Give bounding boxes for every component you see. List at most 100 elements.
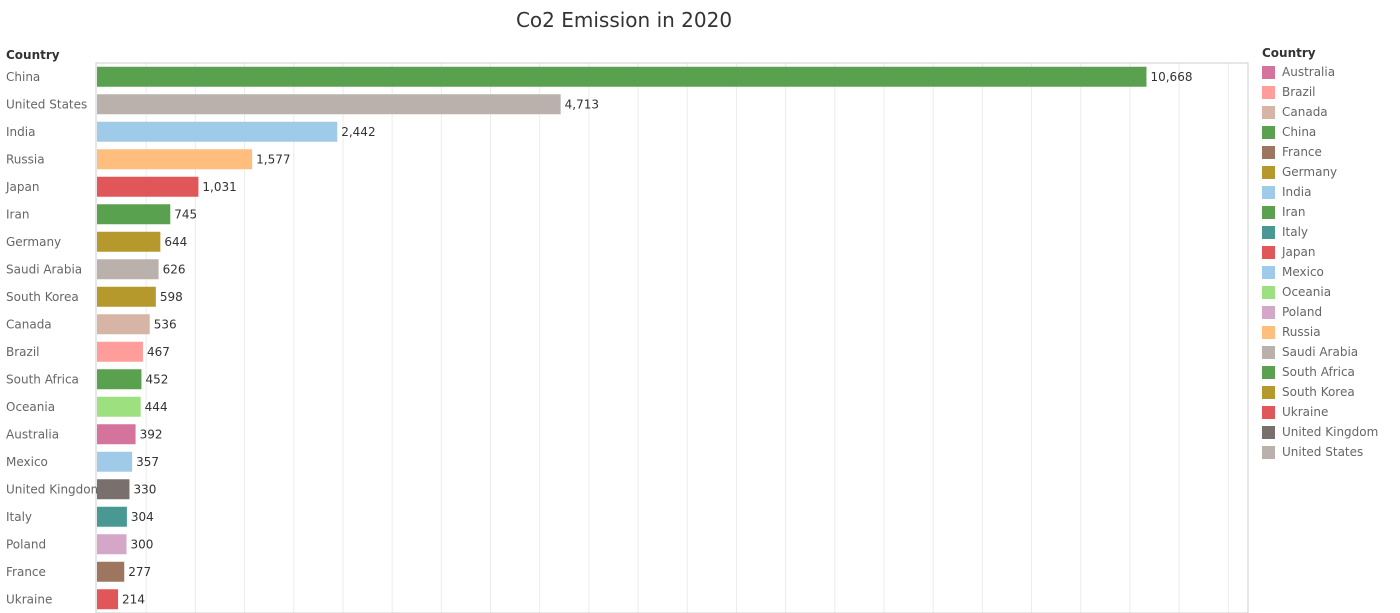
legend-item[interactable]: Oceania	[1262, 282, 1397, 302]
bar[interactable]	[97, 341, 143, 362]
legend-label: Canada	[1282, 105, 1328, 119]
value-label: 1,577	[256, 152, 290, 166]
legend-item[interactable]: Japan	[1262, 242, 1397, 262]
category-label: Germany	[6, 235, 61, 249]
value-label: 444	[145, 400, 168, 414]
bar[interactable]	[97, 589, 119, 610]
legend-label: France	[1282, 145, 1322, 159]
bar[interactable]	[97, 121, 338, 142]
value-label: 598	[160, 290, 183, 304]
category-label: India	[6, 125, 35, 139]
legend-item[interactable]: Germany	[1262, 162, 1397, 182]
bar[interactable]	[97, 396, 141, 417]
chart-title: Co2 Emission in 2020	[515, 8, 733, 32]
bar[interactable]	[97, 561, 125, 582]
legend-swatch	[1262, 225, 1275, 239]
legend-label: Italy	[1282, 225, 1309, 239]
value-label: 277	[128, 565, 151, 579]
legend-item[interactable]: India	[1262, 182, 1397, 202]
bar[interactable]	[97, 451, 133, 472]
legend-item[interactable]: Brazil	[1262, 82, 1397, 102]
legend-swatch	[1262, 325, 1275, 339]
legend-item[interactable]: Ukraine	[1262, 402, 1397, 422]
bar-chart: Country China 10,668 United States 4,713 Ind…	[5, 48, 1249, 613]
category-label: Japan	[5, 180, 39, 194]
bar[interactable]	[97, 479, 130, 500]
legend-item[interactable]: Russia	[1262, 322, 1397, 342]
value-label: 745	[174, 207, 197, 221]
bar[interactable]	[97, 534, 127, 555]
legend-label: India	[1282, 185, 1312, 199]
legend-label: United States	[1282, 445, 1364, 459]
bar[interactable]	[97, 286, 156, 307]
legend-swatch	[1262, 285, 1275, 299]
bar[interactable]	[97, 231, 161, 252]
category-label: South Korea	[6, 290, 79, 304]
category-label: Italy	[6, 510, 32, 524]
bar[interactable]	[97, 204, 171, 225]
legend-item[interactable]: France	[1262, 142, 1397, 162]
legend-label: China	[1282, 125, 1317, 139]
bar[interactable]	[97, 424, 136, 445]
category-label: France	[6, 565, 46, 579]
legend-swatch	[1262, 345, 1275, 359]
category-label: Iran	[6, 207, 29, 221]
legend-swatch	[1262, 185, 1275, 199]
value-label: 214	[122, 592, 145, 606]
legend-label: Germany	[1282, 165, 1338, 179]
legend-item[interactable]: Italy	[1262, 222, 1397, 242]
legend-item[interactable]: Saudi Arabia	[1262, 342, 1397, 362]
bar[interactable]	[97, 506, 127, 527]
legend-label: Mexico	[1282, 265, 1324, 279]
legend-item[interactable]: Mexico	[1262, 262, 1397, 282]
legend-item[interactable]: Australia	[1262, 62, 1397, 82]
legend-label: Saudi Arabia	[1282, 345, 1359, 359]
bar[interactable]	[97, 176, 199, 197]
legend-label: Ukraine	[1282, 405, 1329, 419]
value-label: 4,713	[565, 97, 599, 111]
legend-swatch	[1262, 85, 1275, 99]
legend-swatch	[1262, 105, 1275, 119]
bar[interactable]	[97, 66, 1147, 87]
bars: China 10,668 United States 4,713 India 2,442 R…	[5, 66, 1192, 610]
legend-label: South Africa	[1282, 365, 1355, 379]
legend-label: Iran	[1282, 205, 1306, 219]
value-label: 536	[154, 317, 177, 331]
category-label: Mexico	[6, 455, 48, 469]
category-label: Oceania	[6, 400, 55, 414]
bar[interactable]	[97, 149, 253, 170]
category-label: United Kingdom	[6, 482, 102, 496]
legend-item[interactable]: China	[1262, 122, 1397, 142]
category-label: United States	[6, 97, 87, 111]
legend-swatch	[1262, 265, 1275, 279]
value-label: 644	[164, 235, 187, 249]
legend-item[interactable]: Poland	[1262, 302, 1397, 322]
bar[interactable]	[97, 314, 150, 335]
value-label: 626	[163, 262, 186, 276]
category-label: China	[6, 70, 40, 84]
gridlines	[145, 63, 1229, 613]
legend-label: Australia	[1282, 65, 1336, 79]
value-label: 10,668	[1150, 70, 1192, 84]
legend-item[interactable]: United States	[1262, 442, 1397, 462]
legend-swatch	[1262, 145, 1275, 159]
value-label: 2,442	[341, 125, 375, 139]
legend-item[interactable]: United Kingdom	[1262, 422, 1397, 442]
category-label: Saudi Arabia	[6, 262, 82, 276]
legend-swatch	[1262, 305, 1275, 319]
bar[interactable]	[97, 94, 561, 115]
legend-swatch	[1262, 425, 1275, 439]
legend-swatch	[1262, 65, 1275, 79]
category-label: Russia	[6, 152, 45, 166]
category-label: Poland	[6, 537, 46, 551]
category-label: South Africa	[6, 372, 79, 386]
legend-item[interactable]: South Korea	[1262, 382, 1397, 402]
legend-item[interactable]: Canada	[1262, 102, 1397, 122]
legend-label: Oceania	[1282, 285, 1332, 299]
bar[interactable]	[97, 369, 142, 390]
legend-swatch	[1262, 385, 1275, 399]
bar[interactable]	[97, 259, 159, 280]
legend-item[interactable]: South Africa	[1262, 362, 1397, 382]
legend-item[interactable]: Iran	[1262, 202, 1397, 222]
plot-frame	[95, 62, 1249, 613]
